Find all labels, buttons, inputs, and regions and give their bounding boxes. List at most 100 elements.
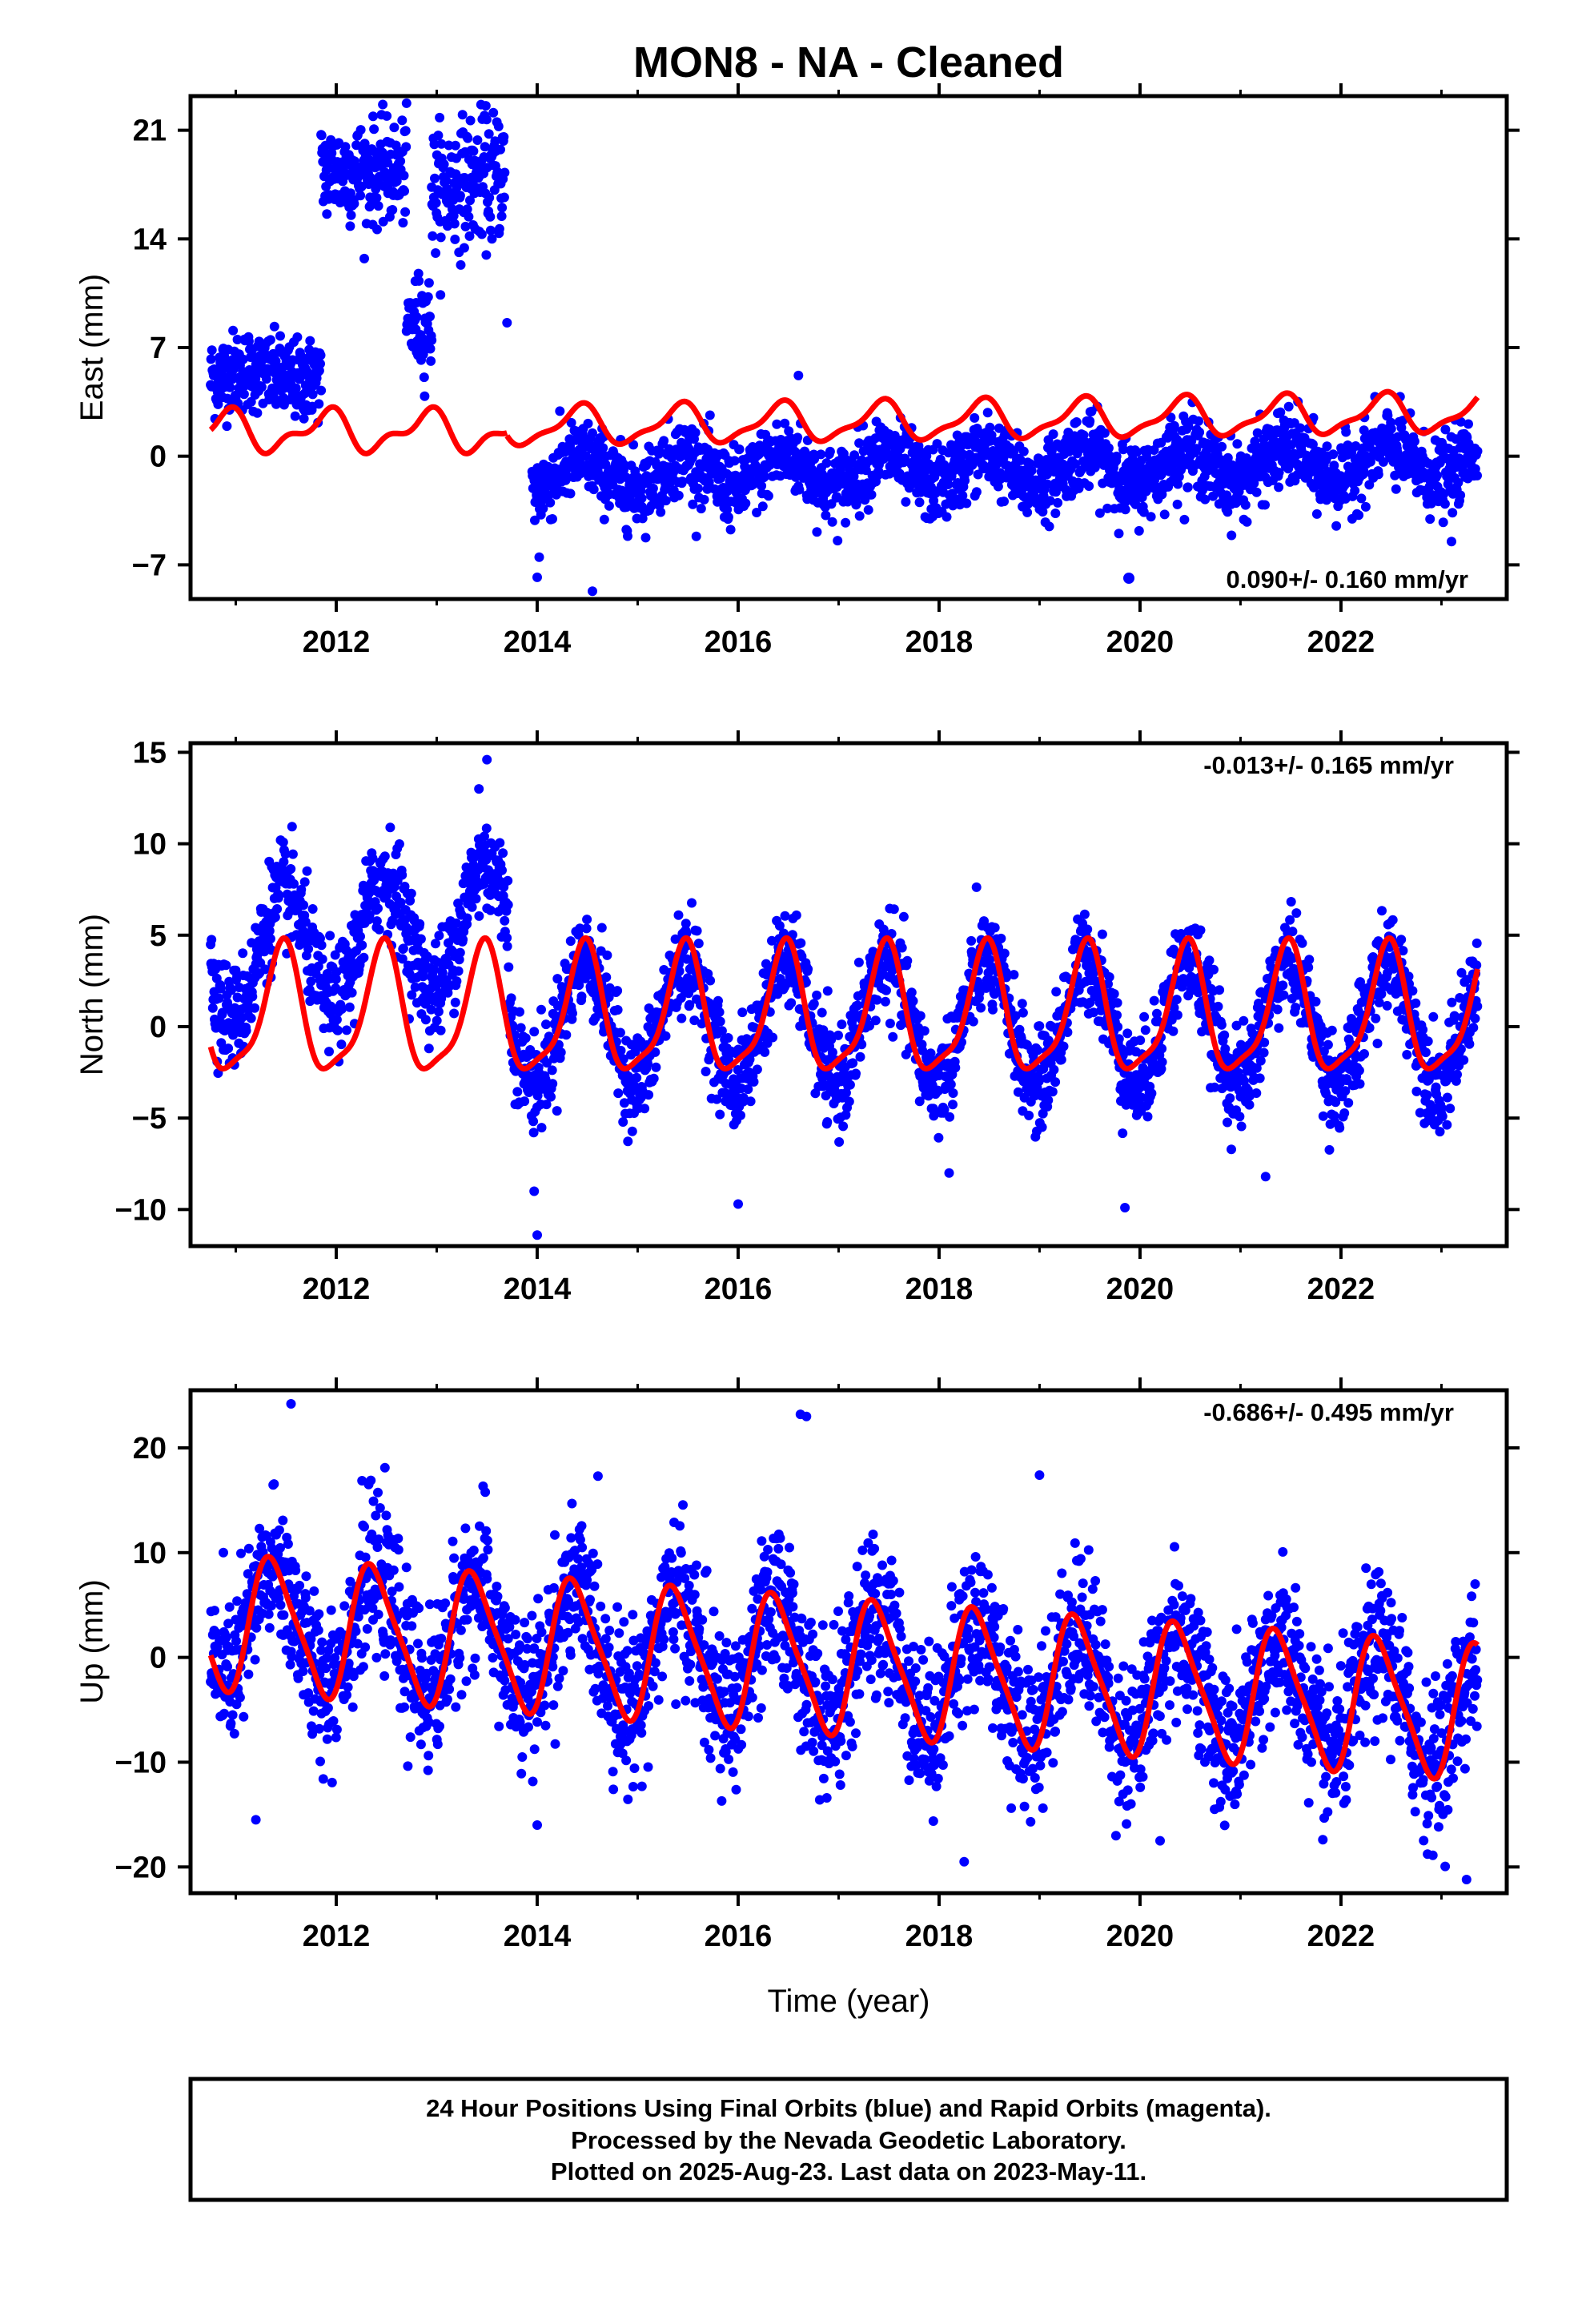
- north-point-1319: [786, 998, 797, 1008]
- east-point-2296: [1242, 517, 1252, 527]
- east-point-639: [485, 225, 496, 235]
- north-point-818: [565, 936, 576, 947]
- north-point-1371: [809, 999, 819, 1009]
- east-point-592: [465, 195, 475, 206]
- north-point-1859: [1024, 1110, 1034, 1120]
- north-point-100: [250, 1003, 260, 1013]
- east-point-511: [429, 139, 440, 150]
- east-point-880: [619, 464, 628, 475]
- north-point-297: [336, 1039, 347, 1050]
- east-point-921: [636, 493, 647, 504]
- east-point-328: [349, 156, 359, 167]
- east-point-17: [213, 399, 223, 409]
- north-point-683: [506, 993, 516, 1003]
- east-point-1063: [699, 494, 709, 505]
- north-point-567: [455, 947, 465, 958]
- north-point-81: [241, 1026, 251, 1035]
- north-point-1796: [996, 933, 1006, 943]
- east-point-192: [290, 411, 300, 421]
- north-point-155: [274, 891, 284, 900]
- north-point-697: [512, 1087, 523, 1097]
- east-point-2742: [1438, 517, 1448, 528]
- east-point-587: [463, 133, 473, 143]
- east-point-1707: [982, 408, 993, 418]
- east-x-tick-label: 2014: [504, 625, 572, 659]
- east-point-2799: [1464, 419, 1473, 429]
- north-point-926: [613, 1088, 624, 1099]
- east-point-246: [314, 399, 324, 409]
- east-point-1409: [851, 499, 861, 509]
- north-point-1593: [906, 987, 917, 998]
- east-point-655: [492, 167, 503, 177]
- east-y-axis-label: East (mm): [74, 274, 110, 421]
- north-point-713: [520, 1096, 530, 1107]
- north-point-1012: [651, 1062, 661, 1072]
- east-point-575: [457, 110, 468, 120]
- east-point-438: [398, 218, 408, 228]
- north-point-1514: [872, 995, 882, 1005]
- north-point-716: [520, 1033, 531, 1043]
- east-point-498: [424, 278, 434, 288]
- north-point-1728: [966, 935, 977, 946]
- east-point-515: [431, 198, 441, 208]
- east-point-370: [368, 111, 378, 122]
- east-point-671: [500, 167, 510, 178]
- east-point-87: [243, 336, 254, 347]
- north-point-610: [474, 911, 484, 921]
- east-point-2566: [1360, 501, 1371, 512]
- north-point-289: [333, 1025, 343, 1035]
- north-point-855: [582, 915, 592, 925]
- east-point-51: [228, 325, 239, 336]
- east-point-61: [232, 335, 243, 344]
- east-point-92: [246, 396, 256, 407]
- east-point-591: [464, 231, 475, 241]
- north-point-1533: [880, 996, 890, 1007]
- east-x-tick-label: 2020: [1106, 625, 1174, 659]
- north-point-187: [287, 849, 298, 859]
- east-point-2005: [1114, 529, 1124, 539]
- north-point-2060: [1112, 998, 1122, 1008]
- north-point-563: [453, 966, 464, 976]
- east-point-971: [659, 436, 669, 446]
- east-point-1196: [757, 501, 768, 512]
- east-point-512: [430, 173, 440, 183]
- north-point-1903: [1043, 1095, 1054, 1105]
- east-point-158: [275, 331, 285, 341]
- north-point-214: [299, 877, 310, 887]
- east-point-645: [488, 107, 499, 118]
- north-point-380: [373, 903, 383, 914]
- east-point-2828: [1447, 537, 1456, 547]
- north-point-1158: [715, 1016, 725, 1027]
- north-point-1453: [845, 1080, 855, 1090]
- east-point-320: [346, 210, 356, 220]
- east-point-833: [598, 443, 608, 453]
- east-point-341: [355, 191, 366, 201]
- north-point-1879: [1033, 1045, 1043, 1055]
- north-point-254: [317, 954, 327, 964]
- north-point-1242: [752, 1064, 762, 1075]
- north-point-1777: [988, 1004, 998, 1015]
- north-point-316: [344, 1002, 355, 1012]
- east-point-247: [314, 365, 324, 376]
- east-point-902: [628, 440, 639, 450]
- east-point-379: [372, 224, 382, 235]
- north-point-1889: [1037, 1122, 1047, 1132]
- north-point-1426: [833, 1030, 843, 1040]
- east-point-2677: [1409, 436, 1419, 447]
- east-point-1416: [854, 511, 865, 521]
- north-point-925: [612, 1005, 623, 1015]
- north-point-1451: [844, 1096, 854, 1107]
- east-point-626: [480, 142, 490, 152]
- east-point-1436: [863, 505, 873, 515]
- north-point-676: [503, 899, 513, 910]
- east-point-1847: [1044, 521, 1054, 532]
- north-point-734: [528, 1128, 539, 1138]
- north-point-1459: [848, 1058, 858, 1068]
- east-point-2186: [1194, 416, 1203, 426]
- east-point-1614: [942, 512, 952, 522]
- east-point-372: [369, 124, 379, 135]
- east-point-2521: [1341, 427, 1351, 437]
- east-point-1443: [866, 489, 877, 500]
- chart-title: MON8 - NA - Cleaned: [633, 38, 1064, 86]
- north-point-808: [561, 1030, 572, 1040]
